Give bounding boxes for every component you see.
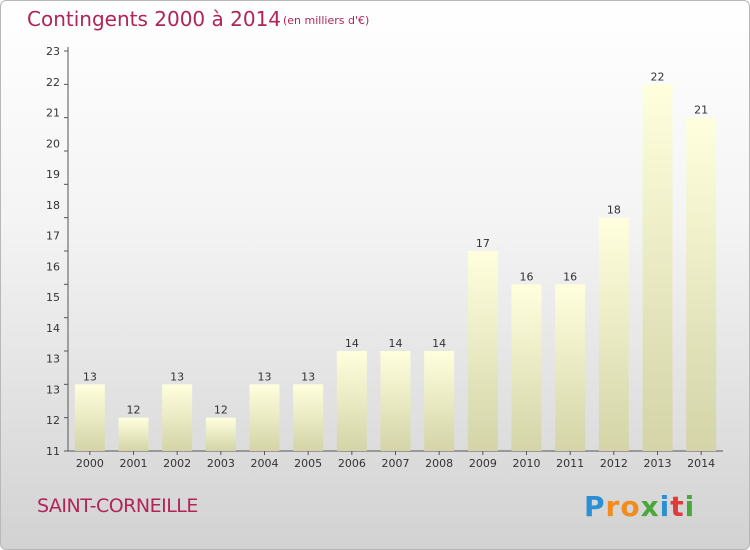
x-tick-label: 2001 (120, 457, 148, 470)
proxiti-logo: Proxiti (584, 490, 695, 523)
bar-2010 (511, 284, 542, 451)
bar-2009 (467, 251, 498, 451)
value-label: 14 (389, 337, 403, 350)
y-tick-label: 16 (46, 260, 60, 273)
chart-subtitle: (en milliers d'€) (283, 14, 370, 27)
x-tick-label: 2007 (382, 457, 410, 470)
x-tick-label: 2004 (251, 457, 279, 470)
x-tick-label: 2003 (207, 457, 235, 470)
bar-2012 (598, 217, 629, 451)
value-label: 12 (127, 404, 141, 417)
value-label: 14 (345, 337, 359, 350)
bar-2004 (249, 384, 280, 451)
x-tick-label: 2006 (338, 457, 366, 470)
y-tick-label: 21 (46, 107, 60, 120)
value-label: 16 (520, 270, 534, 283)
axes: 11 12 13 13 14 15 16 17 18 19 20 21 22 23 (46, 45, 723, 458)
y-tick-label: 20 (46, 137, 60, 150)
x-tick-label: 2010 (513, 457, 541, 470)
y-tick-label: 19 (46, 168, 60, 181)
x-tick-label: 2002 (163, 457, 191, 470)
bar-2014 (686, 117, 717, 452)
value-label: 22 (651, 70, 665, 83)
value-label: 13 (170, 370, 184, 383)
y-tick-label: 11 (46, 445, 60, 458)
chart-title: Contingents 2000 à 2014 (27, 7, 282, 31)
bar-2006 (336, 351, 367, 451)
logo-letter: P (584, 490, 606, 523)
bar-2000 (74, 384, 105, 451)
logo-letter: i (659, 490, 671, 523)
x-tick-label: 2011 (556, 457, 584, 470)
x-tick-label: 2005 (294, 457, 322, 470)
value-label: 21 (694, 104, 708, 117)
bars (74, 84, 717, 452)
bar-2007 (380, 351, 411, 451)
logo-letter: x (640, 490, 660, 523)
value-label: 13 (83, 370, 97, 383)
value-label: 16 (563, 270, 577, 283)
logo-letter: i (684, 490, 696, 523)
y-tick-label: 12 (46, 414, 60, 427)
y-tick-label: 14 (46, 322, 60, 335)
value-label: 17 (476, 237, 490, 250)
y-tick-label: 13 (46, 383, 60, 396)
labels: 2000 13 2001 12 2002 13 2003 12 2004 13 2005 13 2006… (76, 70, 715, 470)
y-tick-label: 15 (46, 291, 60, 304)
value-label: 13 (301, 370, 315, 383)
y-tick-label: 22 (46, 76, 60, 89)
y-tick-label: 13 (46, 353, 60, 366)
y-tick-label: 18 (46, 199, 60, 212)
bar-2008 (424, 351, 455, 451)
x-tick-label: 2012 (600, 457, 628, 470)
value-label: 13 (258, 370, 272, 383)
y-tick-label: 23 (46, 45, 60, 58)
logo-letter: o (620, 490, 641, 523)
bar-2001 (118, 417, 149, 451)
logo-letter: r (605, 490, 621, 523)
commune-name: SAINT-CORNEILLE (37, 495, 198, 517)
x-tick-label: 2008 (425, 457, 453, 470)
x-tick-label: 2009 (469, 457, 497, 470)
x-tick-label: 2013 (644, 457, 672, 470)
value-label: 12 (214, 404, 228, 417)
bar-2013 (642, 84, 673, 451)
value-label: 14 (432, 337, 446, 350)
x-tick-label: 2014 (687, 457, 715, 470)
bar-2002 (162, 384, 193, 451)
y-tick-label: 17 (46, 230, 60, 243)
bar-2005 (293, 384, 324, 451)
bar-2011 (555, 284, 586, 451)
x-tick-label: 2000 (76, 457, 104, 470)
bar-2003 (205, 417, 236, 451)
value-label: 18 (607, 204, 621, 217)
logo-letter: t (670, 490, 685, 523)
